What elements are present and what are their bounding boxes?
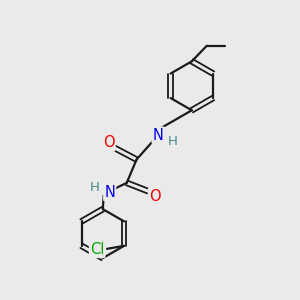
- Text: N: N: [153, 128, 164, 142]
- Text: O: O: [149, 189, 160, 204]
- Text: Cl: Cl: [90, 242, 104, 257]
- Text: H: H: [168, 134, 178, 148]
- Text: N: N: [104, 185, 115, 200]
- Text: O: O: [103, 135, 114, 150]
- Text: H: H: [90, 181, 100, 194]
